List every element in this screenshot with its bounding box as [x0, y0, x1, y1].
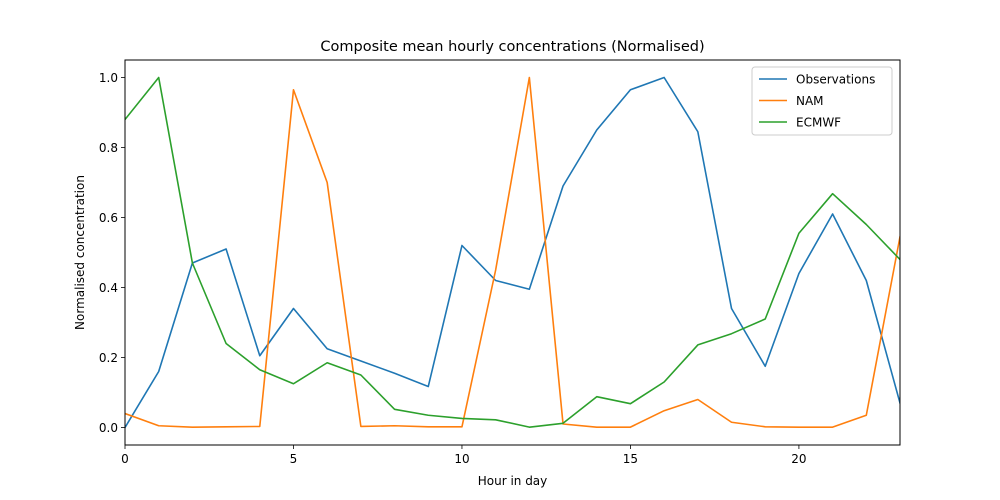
y-tick-label: 0.4 [99, 281, 118, 295]
y-axis-label: Normalised concentration [73, 175, 87, 330]
plot-area [125, 76, 900, 429]
legend-label: ECMWF [796, 116, 841, 130]
y-axis: 0.0 0.2 0.4 0.6 0.8 1.0 [99, 71, 125, 435]
x-axis-label: Hour in day [478, 474, 548, 488]
x-tick-label: 5 [290, 452, 298, 466]
x-tick-label: 10 [454, 452, 469, 466]
y-tick-label: 0.6 [99, 211, 118, 225]
legend-box [751, 66, 893, 136]
y-tick-label: 0.2 [99, 351, 118, 365]
series-line-observations [125, 76, 900, 429]
x-axis: 0 5 10 15 20 [121, 445, 807, 466]
chart-title: Composite mean hourly concentrations (No… [320, 39, 704, 55]
x-tick-label: 15 [623, 452, 638, 466]
y-tick-label: 0.0 [99, 421, 118, 435]
legend-label: Observations [796, 73, 875, 87]
y-tick-label: 0.8 [99, 141, 118, 155]
series-line-nam [125, 76, 900, 428]
legend: Observations NAM ECMWF [751, 66, 893, 136]
legend-label: NAM [796, 94, 824, 108]
x-tick-label: 0 [121, 452, 129, 466]
x-tick-label: 20 [791, 452, 806, 466]
plot-frame [124, 59, 901, 446]
series-line-ecmwf [125, 76, 900, 428]
y-tick-label: 1.0 [99, 71, 118, 85]
